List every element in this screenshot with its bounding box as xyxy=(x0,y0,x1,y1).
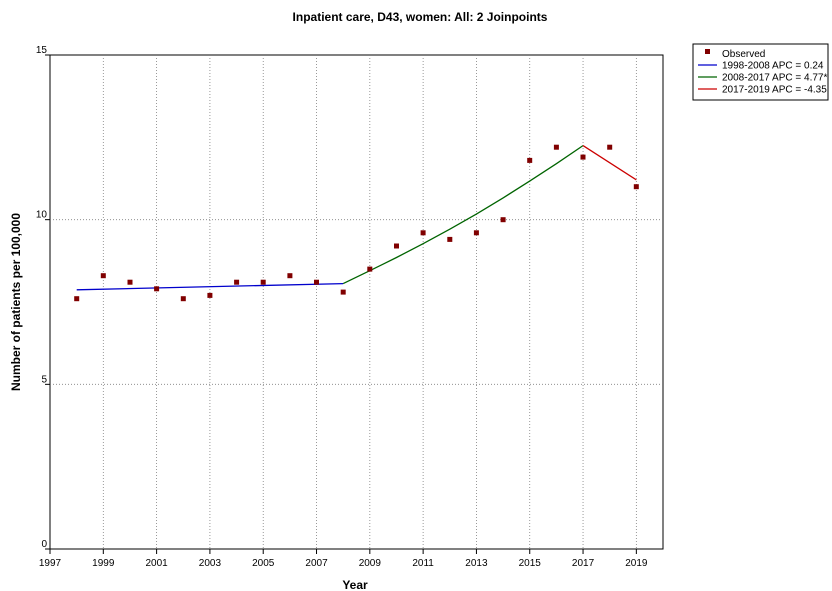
observed-point xyxy=(314,279,319,285)
x-axis-label: Year xyxy=(342,578,368,591)
observed-point xyxy=(394,243,399,249)
legend-marker-observed xyxy=(705,49,710,54)
x-tick-label: 2007 xyxy=(305,558,328,569)
x-tick-label: 2009 xyxy=(359,558,382,569)
legend-box xyxy=(692,43,829,101)
observed-point xyxy=(367,266,373,272)
legend-label-2: 2008-2017 APC = 4.77* xyxy=(722,73,827,84)
observed-point xyxy=(553,144,559,150)
observed-point xyxy=(127,279,133,285)
observed-point xyxy=(580,154,586,160)
legend-label-1: 1998-2008 APC = 0.24 xyxy=(722,61,824,72)
observed-point xyxy=(607,144,613,150)
grid xyxy=(50,55,663,549)
legend-label-observed: Observed xyxy=(722,49,765,60)
legend-label-3: 2017-2019 APC = -4.35 xyxy=(722,85,827,96)
observed-point xyxy=(154,286,160,292)
x-tick-label: 2017 xyxy=(572,558,595,569)
observed-point xyxy=(527,157,533,163)
x-tick-label: 2019 xyxy=(625,558,648,569)
segment-line-3 xyxy=(582,145,637,181)
observed-point xyxy=(500,217,506,223)
x-tick-label: 2001 xyxy=(145,558,168,569)
observed-point xyxy=(180,296,186,302)
plot-area xyxy=(49,54,664,550)
y-tick-label: 5 xyxy=(41,374,47,385)
chart-title: Inpatient care, D43, women: All: 2 Joinp… xyxy=(293,10,548,24)
observed-point xyxy=(473,230,479,236)
observed-point xyxy=(74,296,80,302)
axis-ticks: 1997 1999 2001 2003 2005 2007 2009 2011 2013 2015… xyxy=(36,45,648,569)
x-tick-label: 2005 xyxy=(252,558,275,569)
segment-line-1 xyxy=(76,282,344,291)
observed-point xyxy=(633,184,639,190)
x-tick-label: 2015 xyxy=(519,558,542,569)
observed-point xyxy=(260,279,266,285)
fitted-lines xyxy=(76,145,637,291)
observed-point xyxy=(340,289,346,295)
x-tick-label: 2011 xyxy=(412,558,434,569)
y-axis-label: Number of patients per 100,000 xyxy=(9,213,23,391)
x-tick-label: 1997 xyxy=(39,558,62,569)
observed-point xyxy=(234,279,240,285)
observed-points xyxy=(74,144,639,302)
x-tick-label: 2003 xyxy=(199,558,222,569)
observed-point xyxy=(100,273,106,279)
observed-point xyxy=(447,236,453,242)
observed-point xyxy=(420,230,426,236)
y-tick-label: 15 xyxy=(36,45,48,56)
observed-point xyxy=(287,273,293,279)
observed-point xyxy=(207,292,213,298)
segment-line-2 xyxy=(342,145,584,285)
y-tick-label: 10 xyxy=(36,210,48,221)
x-tick-label: 1999 xyxy=(92,558,115,569)
x-tick-label: 2013 xyxy=(465,558,488,569)
y-tick-label: 0 xyxy=(41,539,47,550)
